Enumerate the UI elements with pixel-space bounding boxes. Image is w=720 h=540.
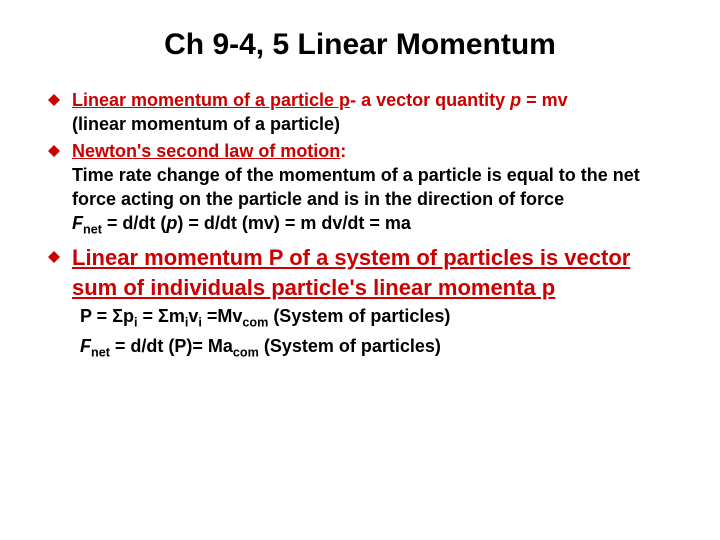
slide-title: Ch 9-4, 5 Linear Momentum [40, 28, 680, 62]
subline-p: P = Σpi = Σmivi =Mvcom (System of partic… [40, 304, 680, 332]
bullet-item-3: Linear momentum P of a system of particl… [46, 243, 680, 302]
item1-eqrest: = mv [521, 90, 568, 110]
bullet-item-2: Newton's second law of motion: Time rate… [46, 139, 680, 239]
diamond-icon [48, 145, 60, 157]
peq-eq2: = [138, 306, 159, 326]
item2-Fsub: net [83, 223, 102, 237]
peq-p: p [123, 306, 134, 326]
peq-eq3: =M [202, 306, 233, 326]
item1-dash: - [350, 90, 361, 110]
item1-line2: (linear momentum of a particle) [72, 114, 340, 134]
feq-paren: (System of particles) [259, 336, 441, 356]
item2-colon: : [340, 141, 346, 161]
item2-head: Newton's second law of motion [72, 141, 340, 161]
bullet-list: Linear momentum of a particle p- a vecto… [40, 88, 680, 302]
feq-a: a [223, 336, 233, 356]
subline-f: Fnet = d/dt (P)= Macom (System of partic… [40, 334, 680, 362]
feq-com: com [233, 346, 259, 360]
peq-lhs: P = [80, 306, 112, 326]
feq-mid: = d/dt (P)= M [110, 336, 223, 356]
item2-F: F [72, 213, 83, 233]
item1-rest1: a vector quantity [361, 90, 510, 110]
peq-vcomv: v [232, 306, 242, 326]
item2-line2: Time rate change of the momentum of a pa… [72, 165, 640, 209]
peq-sig2: Σ [158, 306, 169, 326]
item1-eqvar: p [510, 90, 521, 110]
peq-sig1: Σ [112, 306, 123, 326]
peq-m: m [169, 306, 185, 326]
diamond-icon [48, 251, 60, 263]
item2-mid: = d/dt ( [102, 213, 167, 233]
item1-lead: Linear momentum of a particle p [72, 90, 350, 110]
feq-F: F [80, 336, 91, 356]
feq-net: net [91, 346, 110, 360]
peq-paren: (System of particles) [268, 306, 450, 326]
diamond-icon [48, 94, 60, 106]
peq-v: v [188, 306, 198, 326]
item3-text: Linear momentum P of a system of particl… [72, 245, 630, 300]
slide: Ch 9-4, 5 Linear Momentum Linear momentu… [0, 0, 720, 540]
item2-tail: ) = d/dt (mv) = m dv/dt = ma [177, 213, 411, 233]
peq-vcomsub: com [242, 316, 268, 330]
bullet-item-1: Linear momentum of a particle p- a vecto… [46, 88, 680, 137]
item2-p: p [166, 213, 177, 233]
